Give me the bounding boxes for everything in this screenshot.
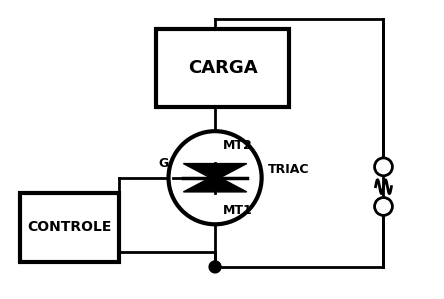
Bar (156, 29, 289, 107)
Text: MT2: MT2 (223, 138, 253, 152)
Circle shape (375, 198, 392, 215)
Circle shape (375, 158, 392, 176)
Text: G: G (158, 157, 169, 170)
Text: CONTROLE: CONTROLE (27, 220, 111, 234)
Circle shape (209, 261, 221, 273)
Text: MT1: MT1 (223, 204, 253, 217)
Bar (20, 193, 119, 262)
Text: CARGA: CARGA (188, 59, 258, 77)
Polygon shape (183, 175, 247, 192)
Polygon shape (183, 164, 247, 180)
Text: TRIAC: TRIAC (268, 163, 309, 176)
Circle shape (169, 131, 262, 224)
